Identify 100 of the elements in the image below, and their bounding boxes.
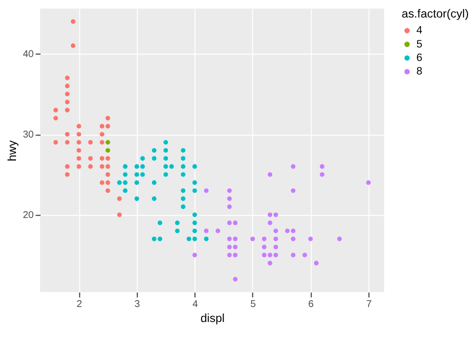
point bbox=[106, 180, 110, 185]
point bbox=[262, 236, 266, 242]
point bbox=[250, 236, 255, 242]
point bbox=[88, 140, 93, 145]
legend-label: 6 bbox=[416, 52, 422, 64]
point bbox=[106, 172, 110, 177]
point bbox=[227, 196, 232, 201]
point bbox=[227, 204, 232, 210]
point bbox=[106, 164, 110, 169]
point bbox=[192, 188, 197, 193]
x-tick-label: 3 bbox=[134, 299, 140, 310]
point bbox=[117, 180, 122, 185]
point bbox=[106, 148, 110, 153]
point bbox=[100, 180, 104, 185]
point bbox=[100, 156, 104, 161]
point bbox=[106, 156, 110, 161]
point bbox=[320, 164, 324, 169]
point bbox=[192, 236, 197, 242]
point bbox=[100, 124, 104, 128]
point bbox=[169, 164, 174, 169]
legend-label: 4 bbox=[416, 24, 422, 37]
x-tick-label: 4 bbox=[192, 299, 198, 310]
point bbox=[122, 180, 128, 185]
point bbox=[186, 236, 192, 242]
point bbox=[70, 43, 76, 48]
point bbox=[273, 212, 278, 218]
point bbox=[88, 156, 93, 161]
point bbox=[152, 236, 156, 242]
point bbox=[106, 140, 110, 145]
y-axis-title: hwy bbox=[6, 140, 20, 162]
x-tick-label: 2 bbox=[76, 299, 82, 310]
point bbox=[88, 164, 93, 169]
point bbox=[204, 188, 209, 193]
point bbox=[302, 252, 308, 258]
point bbox=[227, 244, 232, 250]
point bbox=[337, 236, 342, 242]
point bbox=[65, 132, 70, 137]
point bbox=[192, 212, 197, 218]
point bbox=[273, 252, 278, 258]
point bbox=[106, 188, 110, 193]
point bbox=[180, 164, 186, 169]
point bbox=[76, 140, 82, 145]
x-axis-title: displ bbox=[200, 312, 225, 325]
point bbox=[140, 172, 145, 177]
point bbox=[65, 108, 70, 112]
point bbox=[117, 212, 122, 218]
point bbox=[140, 164, 145, 169]
point bbox=[290, 252, 296, 258]
point bbox=[290, 228, 296, 234]
point bbox=[152, 180, 156, 185]
point bbox=[232, 244, 238, 250]
point bbox=[366, 180, 371, 185]
point bbox=[232, 220, 238, 226]
point bbox=[175, 228, 180, 234]
point bbox=[268, 260, 272, 266]
y-tick-label: 30 bbox=[22, 130, 34, 141]
point bbox=[65, 92, 70, 96]
point bbox=[192, 180, 197, 185]
point bbox=[65, 84, 70, 88]
point bbox=[163, 140, 168, 145]
point bbox=[163, 172, 168, 177]
point bbox=[227, 252, 232, 258]
point bbox=[76, 148, 82, 153]
point bbox=[100, 140, 104, 145]
point bbox=[163, 156, 168, 161]
point bbox=[232, 252, 238, 258]
point bbox=[134, 196, 140, 201]
point bbox=[204, 236, 209, 242]
point bbox=[106, 124, 110, 128]
point bbox=[65, 100, 70, 104]
point bbox=[227, 188, 232, 193]
x-tick-label: 7 bbox=[366, 299, 372, 310]
x-tick-label: 5 bbox=[250, 299, 256, 310]
point bbox=[285, 228, 290, 234]
point bbox=[65, 172, 70, 177]
point bbox=[180, 196, 186, 201]
point bbox=[192, 220, 197, 226]
point bbox=[227, 236, 232, 242]
point bbox=[227, 220, 232, 226]
point bbox=[268, 252, 272, 258]
point bbox=[192, 252, 197, 258]
point bbox=[53, 116, 58, 120]
x-tick-label: 6 bbox=[308, 299, 314, 310]
point bbox=[273, 244, 278, 250]
point bbox=[192, 164, 197, 169]
point bbox=[100, 164, 104, 169]
point bbox=[262, 244, 266, 250]
point bbox=[204, 228, 209, 234]
point bbox=[268, 172, 272, 177]
point bbox=[53, 140, 58, 145]
point bbox=[180, 188, 186, 193]
point bbox=[216, 228, 220, 234]
point bbox=[290, 164, 296, 169]
point bbox=[308, 236, 313, 242]
point bbox=[192, 228, 197, 234]
y-tick-label: 20 bbox=[22, 210, 34, 222]
y-tick-label: 40 bbox=[22, 49, 34, 60]
point bbox=[122, 172, 128, 177]
point bbox=[134, 172, 140, 177]
point bbox=[134, 180, 140, 185]
